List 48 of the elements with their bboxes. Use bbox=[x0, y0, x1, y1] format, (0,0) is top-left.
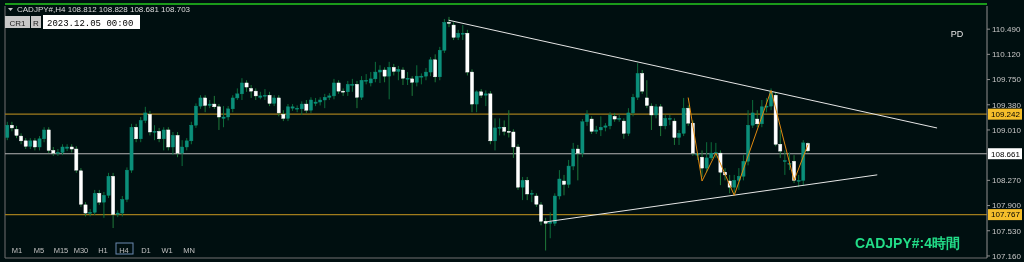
y-tick-label: 109.380 bbox=[992, 100, 1022, 110]
candlestick bbox=[373, 61, 378, 83]
y-tick-label: 107.900 bbox=[992, 201, 1022, 211]
candlestick bbox=[276, 94, 281, 117]
ref-line-label: 108.661 bbox=[991, 149, 1021, 159]
chart-title: CADJPY#,H4 108.812 108.828 108.681 108.703 bbox=[17, 5, 191, 14]
y-tick-label: 107.160 bbox=[992, 251, 1022, 261]
candlestick bbox=[175, 131, 180, 158]
annotation: CADJPY#:4時間 bbox=[854, 234, 960, 251]
candlestick bbox=[672, 117, 677, 146]
y-tick-label: 108.270 bbox=[992, 176, 1022, 186]
y-tick-label: 109.010 bbox=[992, 125, 1022, 135]
candlestick bbox=[410, 75, 414, 97]
annotation: R bbox=[33, 18, 40, 28]
annotation: PD bbox=[950, 29, 964, 40]
candlestick bbox=[359, 75, 364, 101]
candlestick bbox=[203, 94, 207, 113]
y-tick-label: 110.120 bbox=[992, 50, 1021, 60]
candlestick bbox=[433, 53, 437, 83]
ref-line-label: 109.242 bbox=[991, 109, 1021, 119]
ref-line-label: 107.767 bbox=[991, 210, 1021, 220]
candlestick bbox=[576, 144, 580, 181]
candlestick bbox=[520, 176, 525, 201]
line-series bbox=[687, 89, 809, 196]
candlestick bbox=[171, 131, 175, 156]
candlestick bbox=[355, 80, 359, 109]
candlestick bbox=[658, 103, 663, 137]
annotation: 2023.12.05 00:00 bbox=[47, 19, 134, 30]
candlestick bbox=[166, 126, 171, 151]
candlestick bbox=[387, 61, 391, 100]
annotation: CR1 bbox=[9, 18, 27, 28]
candlestick bbox=[562, 174, 566, 196]
candlestick bbox=[221, 105, 226, 128]
candlestick bbox=[700, 149, 704, 178]
candlestick bbox=[92, 189, 97, 216]
candlestick bbox=[525, 176, 530, 201]
candlestick bbox=[622, 117, 626, 140]
y-tick-label: 110.490 bbox=[992, 24, 1021, 34]
candlestick bbox=[5, 121, 10, 141]
candlestick bbox=[704, 141, 709, 173]
candlestick bbox=[148, 110, 152, 136]
candlestick bbox=[134, 123, 138, 143]
candlestick bbox=[161, 126, 166, 151]
candlestick bbox=[428, 56, 433, 77]
y-tick-label: 109.750 bbox=[992, 75, 1022, 85]
candlestick bbox=[474, 89, 479, 113]
y-tick-label: 107.530 bbox=[992, 226, 1022, 236]
candlestick bbox=[640, 69, 645, 95]
